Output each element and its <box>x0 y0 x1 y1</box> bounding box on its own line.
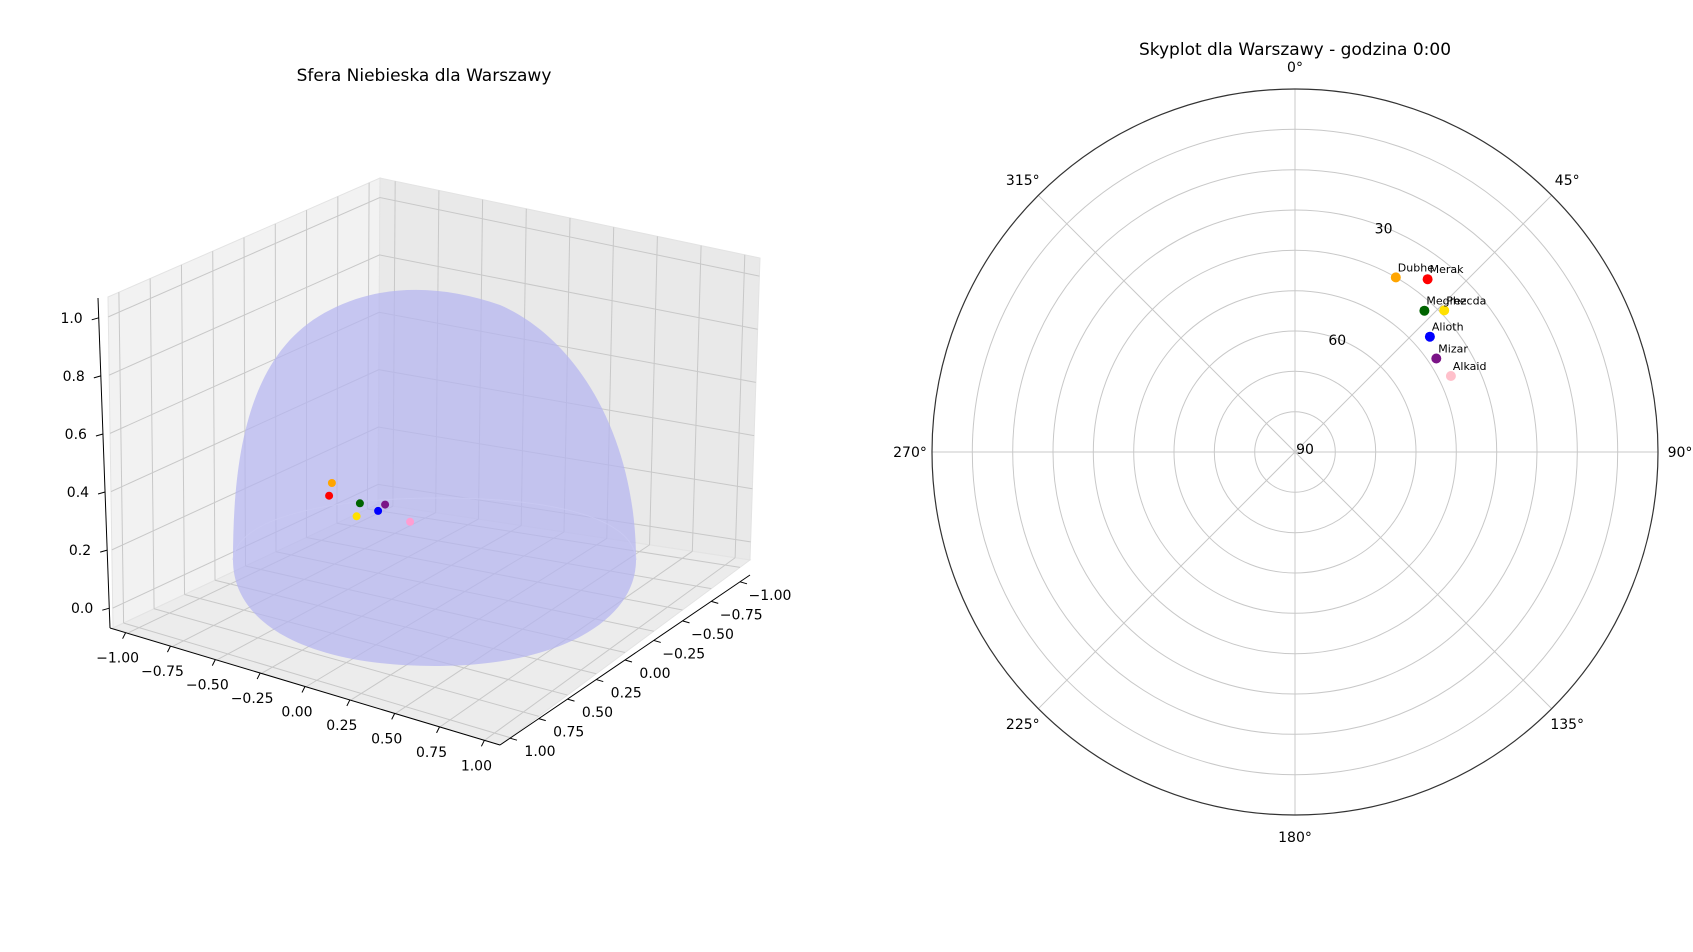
z-tick-label: 0.2 <box>69 543 91 559</box>
star-marker <box>1431 353 1442 364</box>
x-tick-label: −0.25 <box>231 691 274 707</box>
star-point-3d <box>355 499 364 508</box>
polar-grid <box>931 88 1659 816</box>
left-chart-title: Sfera Niebieska dla Warszawy <box>297 66 552 86</box>
polar-frame <box>931 88 1659 816</box>
x-tick-label: −0.50 <box>186 678 229 694</box>
star-points-3d <box>325 479 415 526</box>
altitude-tick-label: 90 <box>1296 442 1314 458</box>
star-marker <box>1390 272 1401 283</box>
altitude-tick-label: 60 <box>1328 333 1346 349</box>
azimuth-tick-label: 270° <box>893 445 927 461</box>
y-tick-label: −0.50 <box>691 627 734 643</box>
grid-line-y-wall <box>149 278 155 609</box>
azimuth-line <box>1037 451 1296 710</box>
star-label: Phecda <box>1446 294 1486 307</box>
star-marker <box>1424 331 1435 342</box>
azimuth-tick-label: 90° <box>1668 445 1693 461</box>
x-tick-label: 0.25 <box>326 718 357 734</box>
z-tick-label: 0.6 <box>65 427 87 443</box>
star-point-3d <box>327 479 336 487</box>
x-tick-label: 0.00 <box>281 705 312 721</box>
azimuth-line <box>1037 194 1296 453</box>
star-label: Alioth <box>1432 321 1464 334</box>
star-marker <box>1419 305 1430 316</box>
star-point-3d <box>381 500 390 509</box>
azimuth-line <box>1294 194 1553 453</box>
x-tick-label: 1.00 <box>461 758 492 774</box>
star-marker <box>1439 305 1450 316</box>
azimuth-tick-label: 0° <box>1287 60 1303 76</box>
celestial-sphere-3d-chart: Sfera Niebieska dla Warszawy −1.00−0.75−… <box>60 66 791 774</box>
x-tick-label: 0.50 <box>371 731 402 747</box>
grid-line-y-wall <box>118 292 125 624</box>
grid-line-z <box>108 254 758 376</box>
z-tick-label: 0.8 <box>63 369 85 385</box>
azimuth-line <box>1294 451 1553 710</box>
z-axis-line <box>97 297 111 629</box>
x-tick-label: −1.00 <box>96 651 139 667</box>
star-label: Mizar <box>1438 343 1468 356</box>
star-point-3d <box>374 506 383 515</box>
y-tick-label: −0.25 <box>662 646 705 662</box>
skyplot-polar-chart: Skyplot dla Warszawy - godzina 0:00 0° 45… <box>893 40 1692 846</box>
grid-line-x-wall <box>649 236 658 545</box>
hemisphere-surface <box>233 289 636 667</box>
azimuth-tick-label: 180° <box>1278 830 1312 846</box>
y-tick-label: −1.00 <box>749 588 792 604</box>
azimuth-tick-label: 135° <box>1550 717 1584 733</box>
azimuth-tick-label: 45° <box>1555 173 1580 189</box>
star-label: Merak <box>1430 263 1465 276</box>
star-point-3d <box>325 491 334 500</box>
y-tick-label: 0.00 <box>639 666 670 682</box>
star-label: Alkaid <box>1453 360 1487 373</box>
y-tick-label: 0.75 <box>553 725 584 741</box>
axis-ticks-3d: −1.00−0.75−0.50−0.250.000.250.500.751.00… <box>60 311 791 775</box>
azimuth-tick-label: 225° <box>1006 717 1040 733</box>
hemisphere-rim <box>232 497 637 561</box>
y-tick-label: 1.00 <box>524 744 555 760</box>
grid-line-y-wall <box>212 251 216 581</box>
y-tick-label: 0.25 <box>611 686 642 702</box>
z-tick-label: 1.0 <box>60 311 82 327</box>
star-marker <box>1422 274 1433 285</box>
grid-line-z <box>108 197 760 318</box>
x-tick-label: 0.75 <box>416 745 447 761</box>
polar-tick-labels: 0° 45° 90° 135° 180° 225° 270° 315° 30 60 90 <box>893 60 1692 846</box>
altitude-tick-label: 30 <box>1375 221 1393 237</box>
grid-line-y-wall <box>180 264 186 595</box>
star-label: Megrez <box>1426 295 1466 308</box>
right-chart-title: Skyplot dla Warszawy - godzina 0:00 <box>1139 40 1451 60</box>
star-point-3d <box>352 512 361 521</box>
grid-line-x-wall <box>734 254 746 558</box>
y-tick-label: 0.50 <box>582 705 613 721</box>
azimuth-tick-label: 315° <box>1006 173 1040 189</box>
grid-line-x-wall <box>691 245 702 552</box>
star-label: Dubhe <box>1398 261 1434 274</box>
z-tick-label: 0.0 <box>71 601 93 617</box>
star-point-3d <box>406 517 415 526</box>
x-tick-label: −0.75 <box>141 664 184 680</box>
star-marker <box>1445 371 1456 381</box>
grid-line-y <box>153 608 539 717</box>
z-tick-label: 0.4 <box>67 485 89 501</box>
y-tick-label: −0.75 <box>720 607 763 623</box>
grid-line-y <box>123 622 511 739</box>
